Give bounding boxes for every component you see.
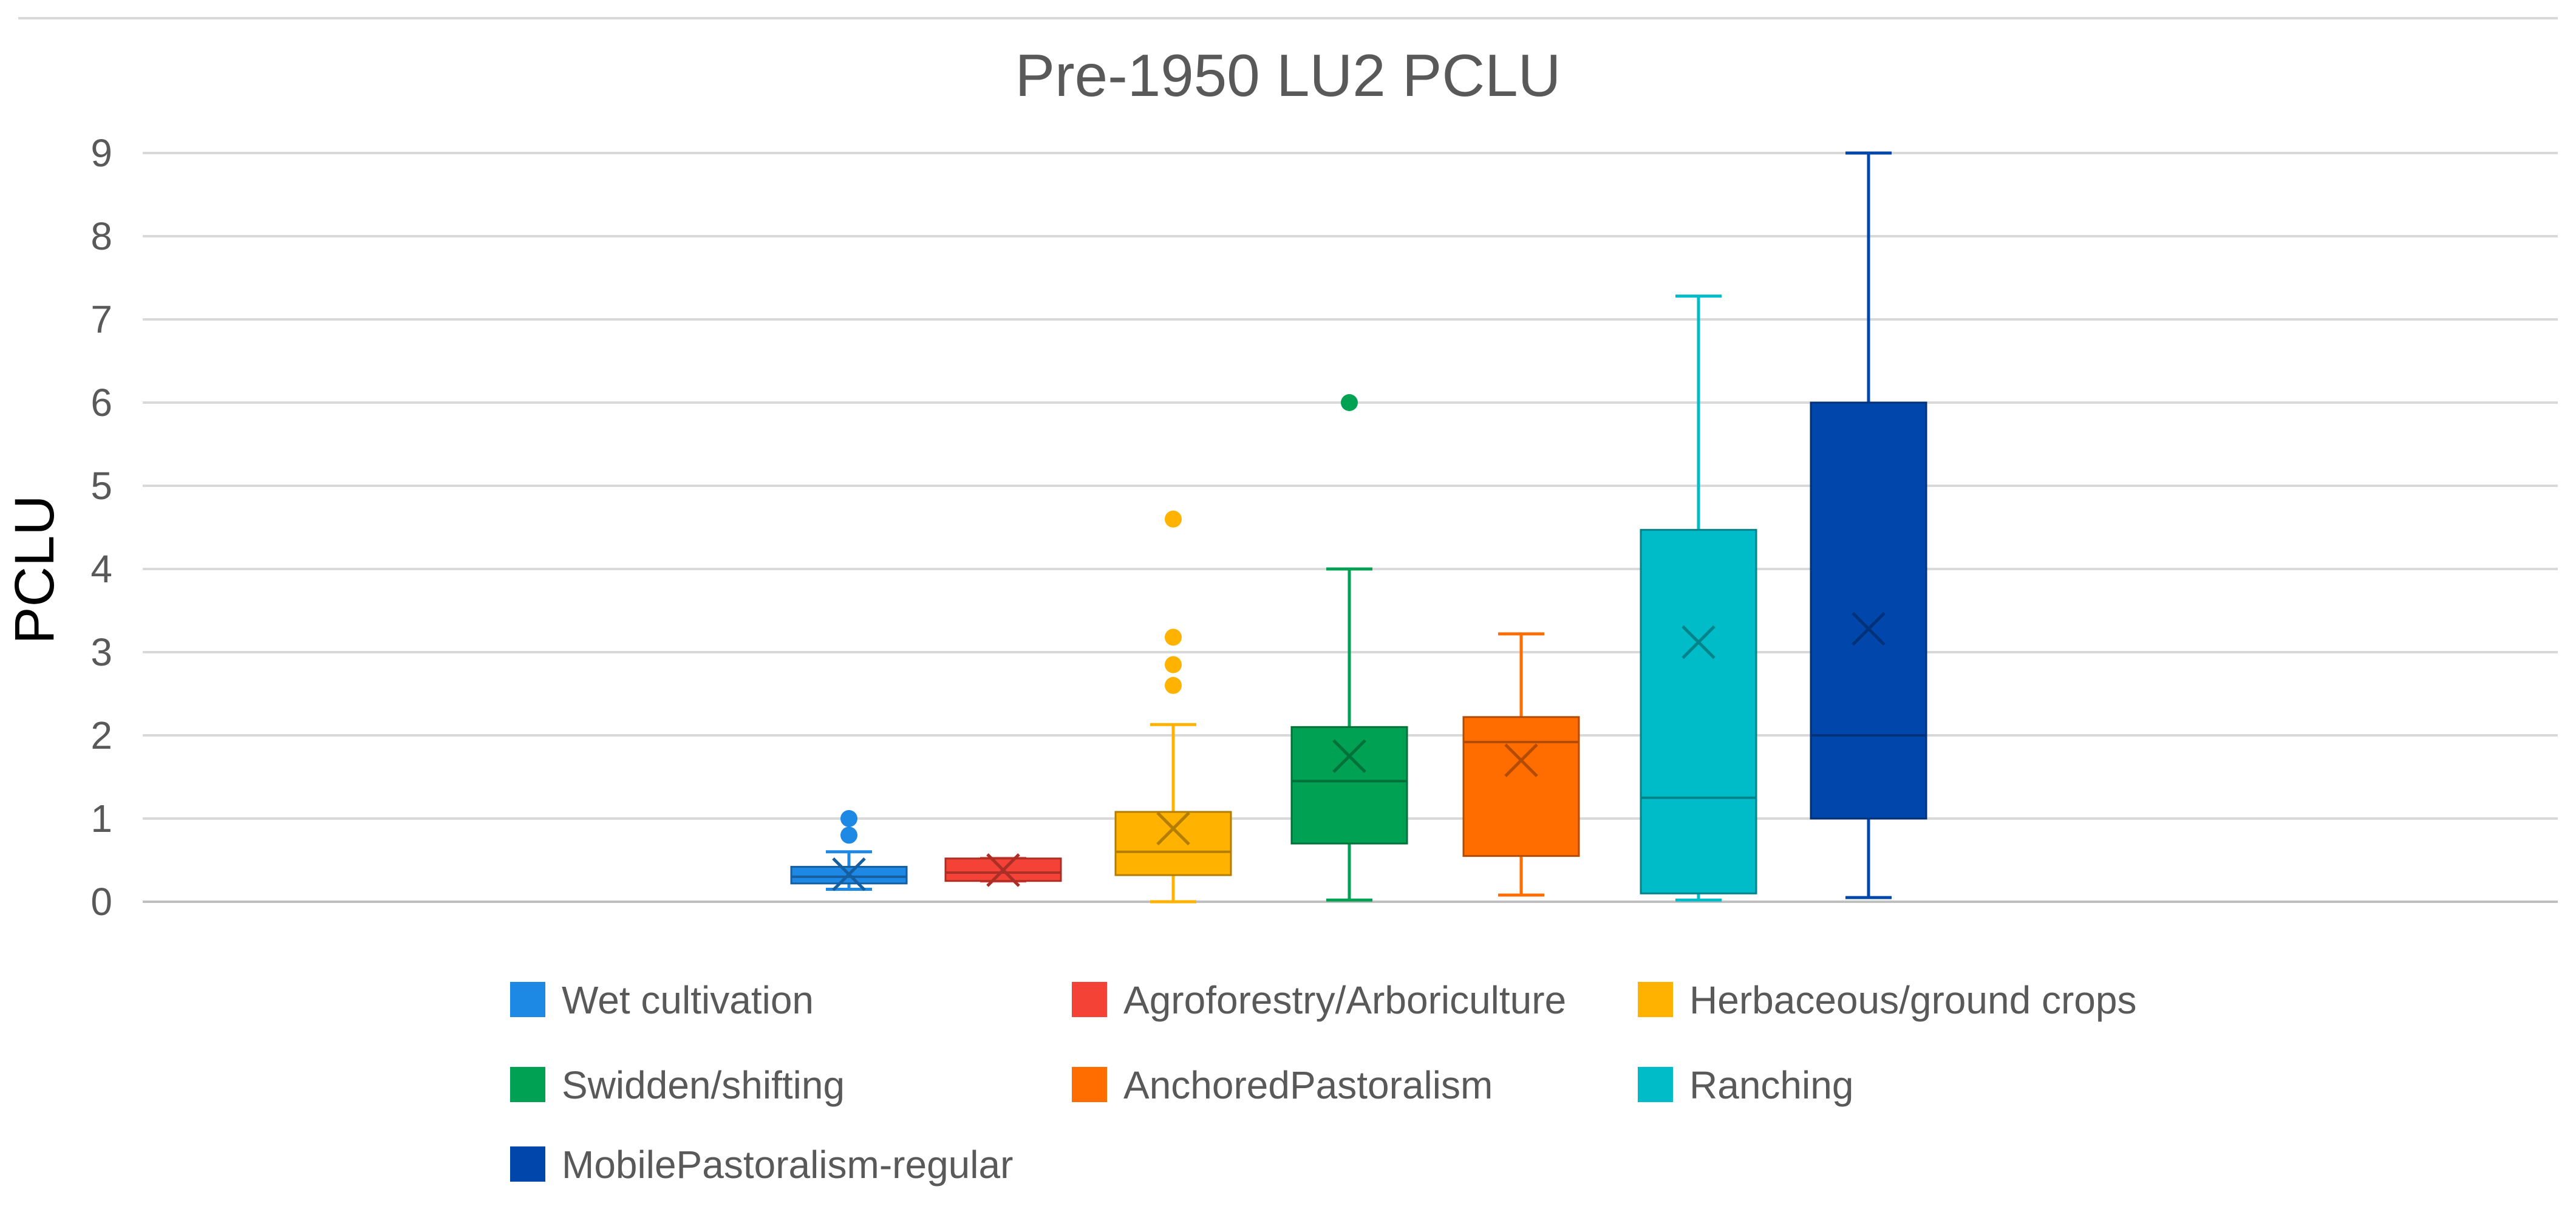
box-group [1462, 632, 1580, 897]
box-series [790, 151, 1927, 904]
box-group [944, 853, 1062, 887]
box-outlier [1165, 656, 1182, 673]
box [1640, 529, 1757, 894]
legend-swatch [510, 1146, 545, 1182]
box-mean-marker [832, 857, 866, 891]
legend-swatch [1072, 982, 1107, 1017]
y-tick-label: 1 [90, 797, 112, 840]
legend-swatch [510, 982, 545, 1017]
box-mean-marker [1682, 625, 1716, 659]
legend-label: Agroforestry/Arboriculture [1123, 978, 1566, 1022]
box [1462, 716, 1580, 857]
legend-item: Ranching [1638, 1063, 1853, 1107]
box-outlier [1341, 394, 1358, 411]
legend-label: AnchoredPastoralism [1123, 1063, 1493, 1107]
y-tick-label: 5 [90, 464, 112, 508]
legend-label: Herbaceous/ground crops [1689, 978, 2136, 1022]
box-mean-marker [1852, 611, 1886, 646]
box-group [1640, 295, 1757, 902]
box-group [1290, 394, 1408, 902]
y-axis-label: PCLU [4, 495, 66, 644]
box-outlier [1165, 628, 1182, 646]
legend: Wet cultivation Agroforestry/Arboricultur… [510, 978, 2136, 1187]
y-tick-label: 3 [90, 630, 112, 674]
chart-title: Pre-1950 LU2 PCLU [1015, 42, 1561, 109]
y-tick-label: 9 [90, 131, 112, 175]
y-tick-label: 2 [90, 713, 112, 757]
legend-label: Swidden/shifting [562, 1063, 845, 1107]
legend-item: Swidden/shifting [510, 1063, 845, 1107]
box-mean-marker [1332, 739, 1366, 774]
box-outlier [1165, 676, 1182, 694]
legend-label: Ranching [1689, 1063, 1853, 1107]
box-outlier [840, 826, 857, 844]
box-mean-marker [1156, 811, 1190, 846]
legend-label: MobilePastoralism-regular [562, 1143, 1013, 1187]
box-group [1114, 510, 1232, 904]
box-outlier [1165, 510, 1182, 528]
legend-item: Wet cultivation [510, 978, 814, 1022]
legend-label: Wet cultivation [562, 978, 814, 1022]
y-tick-label: 4 [90, 547, 112, 591]
box [1114, 811, 1232, 876]
y-tick-label: 8 [90, 214, 112, 258]
box-outlier [840, 810, 857, 827]
legend-item: AnchoredPastoralism [1072, 1063, 1493, 1107]
box-group [790, 810, 908, 891]
box [1810, 401, 1927, 820]
y-tick-label: 0 [90, 880, 112, 924]
y-axis-ticks: 0 1 2 3 4 5 6 7 8 9 [90, 131, 112, 924]
y-tick-label: 6 [90, 381, 112, 424]
legend-swatch [510, 1067, 545, 1102]
box-mean-marker [1504, 743, 1538, 777]
legend-swatch [1638, 1067, 1673, 1102]
legend-item: Agroforestry/Arboriculture [1072, 978, 1566, 1022]
box [1290, 726, 1408, 845]
legend-item: Herbaceous/ground crops [1638, 978, 2136, 1022]
legend-swatch [1638, 982, 1673, 1017]
legend-swatch [1072, 1067, 1107, 1102]
box-mean-marker [986, 853, 1020, 887]
box-group [1810, 151, 1927, 899]
y-tick-label: 7 [90, 298, 112, 341]
legend-item: MobilePastoralism-regular [510, 1143, 1013, 1187]
